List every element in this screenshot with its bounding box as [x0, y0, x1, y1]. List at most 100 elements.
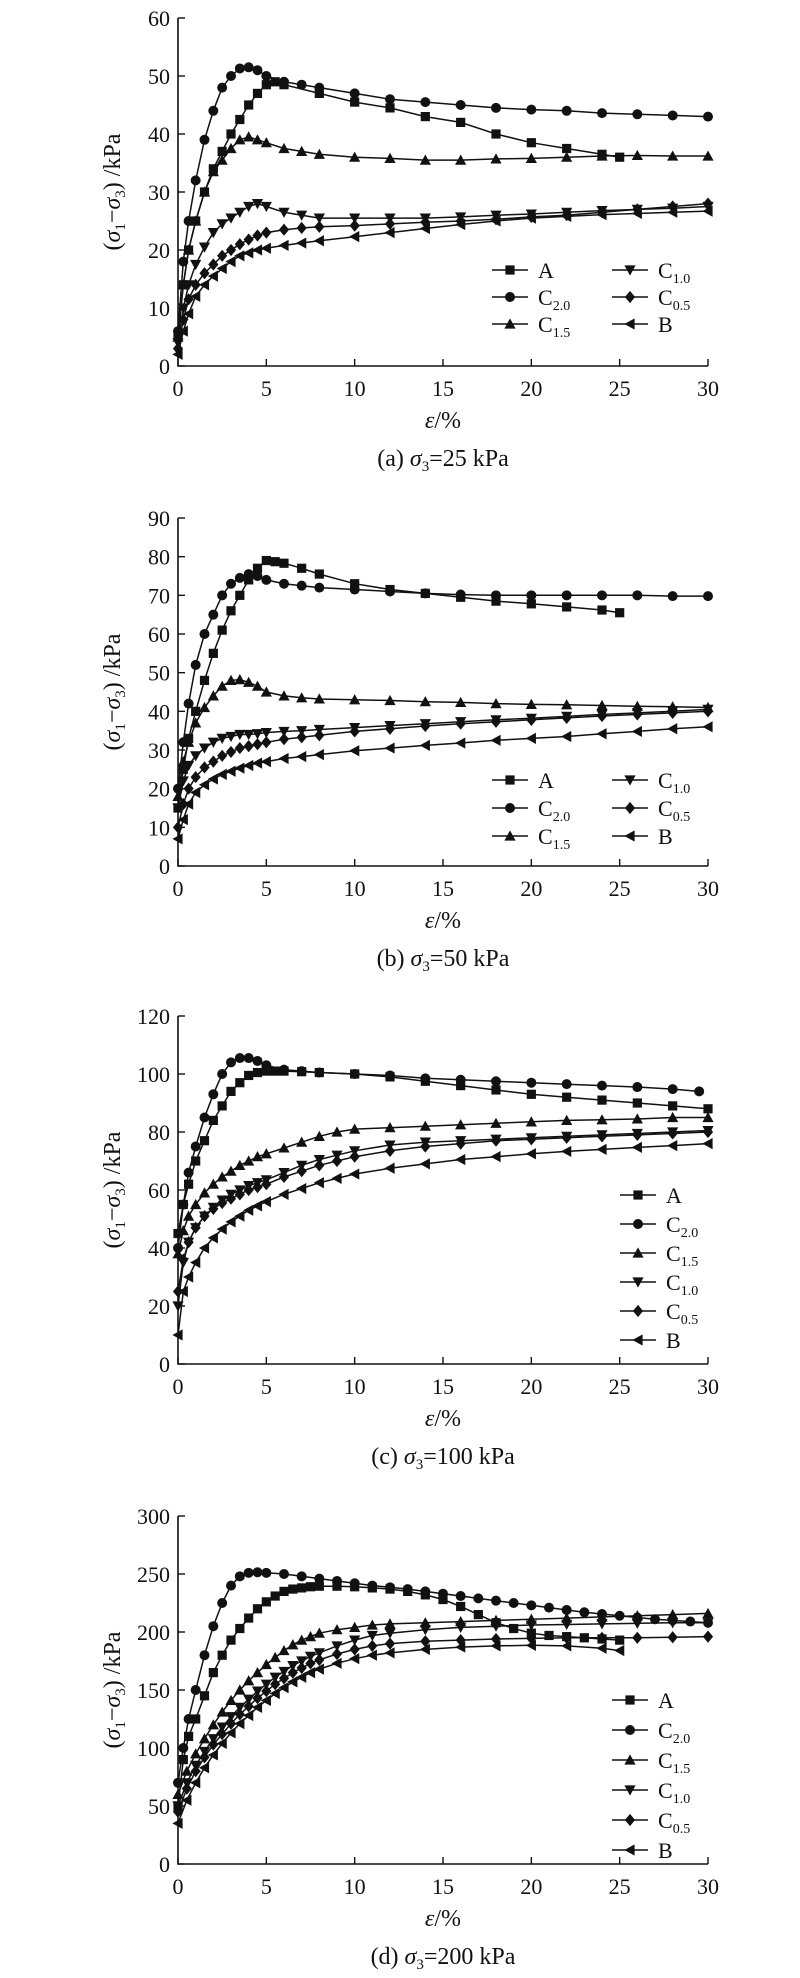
data-point [183, 244, 195, 255]
data-point [198, 1187, 211, 1198]
series-B [172, 1138, 713, 1341]
data-point [419, 1120, 431, 1131]
data-point [173, 783, 183, 794]
data-point [349, 1069, 360, 1079]
data-point [473, 1610, 483, 1620]
data-point [251, 1686, 264, 1697]
data-point [226, 578, 236, 589]
series-A [173, 1581, 625, 1811]
y-tick-label: 90 [148, 506, 170, 531]
legend-marker [625, 1725, 635, 1735]
data-point [702, 1111, 714, 1123]
data-point [384, 227, 395, 239]
x-tick-label: 0 [173, 376, 184, 401]
data-point [208, 609, 219, 620]
data-point [172, 1817, 183, 1829]
data-point [225, 731, 237, 743]
legend-marker [624, 801, 636, 815]
data-point [287, 1666, 298, 1679]
data-point [526, 1600, 537, 1611]
data-point [243, 1567, 254, 1578]
legend-marker [505, 803, 515, 813]
data-point [385, 586, 395, 597]
x-tick-label: 30 [697, 876, 719, 901]
data-point [297, 563, 307, 573]
data-point [260, 137, 272, 148]
data-point [703, 591, 713, 602]
data-point [252, 229, 263, 242]
legend-label: A [538, 258, 554, 283]
data-point [190, 1685, 201, 1695]
data-point [226, 1057, 236, 1068]
data-point [199, 1691, 210, 1701]
data-point [244, 1613, 254, 1623]
legend-item-C1: C1.0 [612, 768, 690, 797]
data-point [190, 1765, 201, 1778]
data-point [332, 1581, 342, 1591]
legend-marker [624, 290, 636, 304]
data-point [331, 1154, 343, 1168]
data-point [261, 1066, 271, 1076]
x-tick-label: 10 [344, 376, 366, 401]
chart-panel-3: 0 20 40 60 80 100 120 0 5 10 15 20 25 30 ε/% (σ1−σ3) /k… [100, 1004, 719, 1473]
data-point [561, 1131, 572, 1144]
data-point [279, 578, 289, 589]
series-line [177, 1621, 708, 1807]
legend-label: C1.0 [666, 1270, 698, 1299]
data-point [685, 1616, 696, 1627]
data-point [455, 717, 466, 730]
data-point [332, 1575, 342, 1586]
data-point [667, 110, 678, 121]
data-point [455, 1074, 466, 1085]
data-point [313, 1177, 324, 1189]
legend-label: C2.0 [658, 1718, 690, 1747]
data-point [243, 1709, 254, 1722]
series-C2 [173, 1053, 705, 1253]
data-point [349, 1653, 360, 1665]
data-point [269, 1672, 281, 1683]
data-point [296, 1066, 307, 1077]
x-tick-label: 5 [261, 876, 272, 901]
data-point [313, 213, 325, 224]
data-point [491, 102, 501, 113]
x-tick-label: 15 [432, 1374, 454, 1399]
data-point [525, 1639, 536, 1651]
panel-caption: (d) σ3=200 kPa [371, 1944, 516, 1973]
data-point [183, 1271, 194, 1283]
data-point [667, 723, 678, 735]
data-point [278, 726, 290, 738]
x-tick-label: 0 [173, 1374, 184, 1399]
data-point [455, 154, 467, 165]
data-point [526, 590, 537, 601]
data-point [490, 1117, 502, 1128]
data-point [297, 1583, 307, 1593]
data-point [579, 1607, 590, 1618]
data-point [455, 589, 466, 600]
data-point [217, 1069, 228, 1079]
data-point [172, 1248, 184, 1259]
data-point [199, 629, 210, 639]
x-tick-label: 20 [520, 1374, 542, 1399]
data-point [216, 219, 228, 230]
data-point [561, 1604, 572, 1615]
data-point [314, 82, 325, 93]
data-point [419, 1158, 430, 1170]
data-point [234, 1159, 246, 1170]
data-point [244, 575, 254, 585]
x-tick-label: 10 [344, 1874, 366, 1899]
legend: A C2.0C1.5C1.0C0.5B [620, 1183, 698, 1353]
data-point [313, 1627, 325, 1638]
data-point [296, 1136, 308, 1147]
data-point [296, 1165, 307, 1178]
data-point [207, 773, 218, 785]
data-point [279, 76, 289, 87]
data-point [208, 105, 219, 116]
data-point [243, 569, 254, 580]
data-point [252, 1567, 263, 1578]
data-point [562, 1092, 572, 1102]
data-point [225, 1712, 237, 1723]
data-point [490, 1134, 502, 1147]
data-point [226, 606, 236, 616]
data-point [304, 1651, 317, 1662]
data-point [251, 1701, 263, 1713]
